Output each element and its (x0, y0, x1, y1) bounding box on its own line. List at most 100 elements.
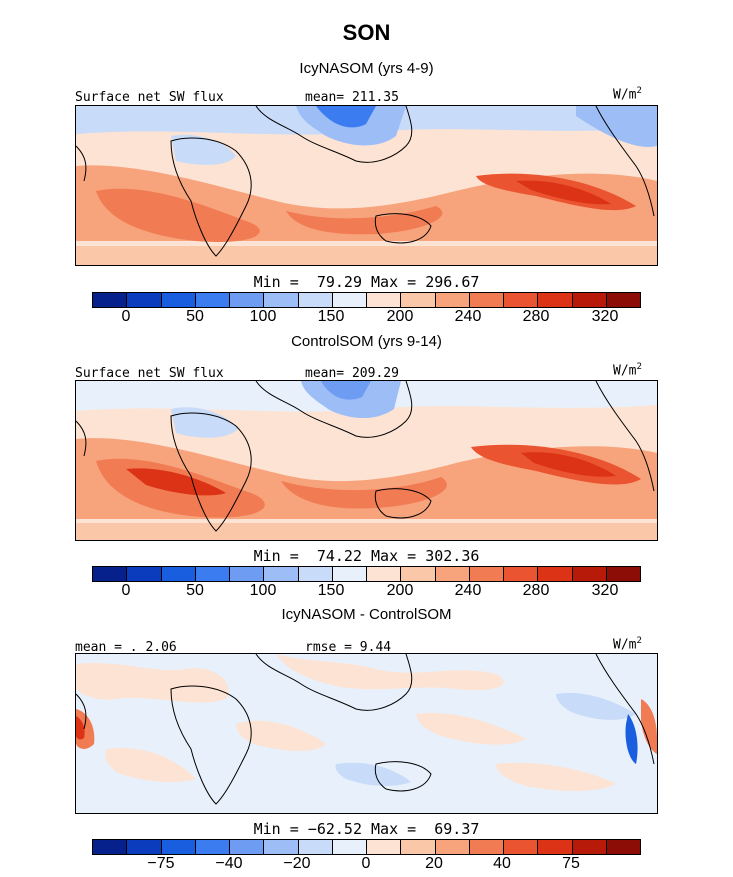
panel-3-min-max: Min = −62.52 Max = 69.37 (253, 820, 480, 838)
colorbar-swatch (572, 840, 607, 854)
panel-3-title: IcyNASOM - ControlSOM (281, 606, 452, 623)
panel-2-pacific-peak (521, 452, 616, 477)
panel-2-coastlines (76, 381, 655, 532)
colorbar-swatch (504, 840, 539, 854)
panel-1-south-edge (76, 246, 657, 265)
colorbar-swatch (161, 293, 196, 307)
colorbar-swatch (264, 840, 299, 854)
colorbar-swatch (538, 840, 573, 854)
colorbar-swatch (504, 567, 539, 581)
colorbar-swatch (572, 293, 607, 307)
panel-1-southern-core (96, 188, 260, 242)
colorbar-swatch (435, 567, 470, 581)
panel-1-indian-core (286, 206, 443, 235)
panel-3-tick: −20 (283, 855, 311, 872)
panel-3-tick: 20 (425, 855, 443, 872)
panel-3-pos-patch (416, 713, 526, 745)
panel-1-tick: 280 (522, 308, 550, 325)
panel-3-rmse-label: rmse = 9.44 (305, 640, 392, 655)
panel-1-tick: 320 (591, 308, 619, 325)
panel-2-tick: 240 (454, 582, 482, 599)
colorbar-swatch (230, 840, 265, 854)
panel-1-tick: 150 (317, 308, 345, 325)
colorbar-swatch (332, 840, 367, 854)
panel-3-colorbar (92, 839, 641, 855)
colorbar-swatch (93, 293, 128, 307)
colorbar-swatch (195, 840, 230, 854)
colorbar-swatch (606, 293, 640, 307)
panel-2-mean-label: mean= 209.29 (305, 366, 399, 381)
panel-3-neg-patch (556, 692, 636, 720)
panel-3-tick: 75 (562, 855, 580, 872)
colorbar-swatch (538, 293, 573, 307)
colorbar-swatch (401, 567, 436, 581)
panel-3-east-hotspot (641, 699, 657, 754)
panel-2-southern-peak (126, 468, 226, 496)
panel-1-asia-core (316, 106, 376, 128)
colorbar-swatch (264, 567, 299, 581)
panel-3-mean-label: mean = . 2.06 (75, 640, 177, 655)
panel-3-tick: 40 (493, 855, 511, 872)
colorbar-swatch (469, 840, 504, 854)
panel-1-tick: 0 (121, 308, 131, 325)
colorbar-swatch (298, 840, 333, 854)
colorbar-swatch (572, 567, 607, 581)
colorbar-swatch (195, 567, 230, 581)
panel-3-units: W/m2 (613, 636, 642, 653)
colorbar-swatch (127, 567, 162, 581)
colorbar-swatch (367, 293, 402, 307)
panel-2-tick: 280 (522, 582, 550, 599)
colorbar-swatch (606, 567, 640, 581)
panel-2-south-edge (76, 523, 657, 540)
panel-2-map (75, 380, 658, 541)
panel-1-tick: 200 (386, 308, 414, 325)
panel-2-tick: 150 (317, 582, 345, 599)
panel-1-pacific-peak (516, 180, 611, 205)
colorbar-swatch (332, 567, 367, 581)
panel-3-tick: −40 (215, 855, 243, 872)
panel-2-africa-low (171, 407, 238, 438)
colorbar-swatch (230, 293, 265, 307)
panel-2-min-max: Min = 74.22 Max = 302.36 (253, 547, 480, 565)
colorbar-swatch (127, 293, 162, 307)
colorbar-swatch (332, 293, 367, 307)
panel-2-tick: 200 (386, 582, 414, 599)
colorbar-swatch (93, 567, 128, 581)
panel-2-field-label: Surface net SW flux (75, 366, 224, 381)
panel-2-colorbar (92, 566, 641, 582)
colorbar-swatch (367, 840, 402, 854)
colorbar-swatch (435, 840, 470, 854)
colorbar-swatch (230, 567, 265, 581)
panel-2-tick: 50 (186, 582, 204, 599)
colorbar-swatch (435, 293, 470, 307)
panel-1-min-max: Min = 79.29 Max = 296.67 (253, 273, 480, 291)
panel-2-indian-core (281, 477, 447, 509)
colorbar-swatch (127, 840, 162, 854)
panel-1-africa-low (171, 134, 236, 165)
panel-3-tick: −75 (147, 855, 175, 872)
panel-1-mean-label: mean= 211.35 (305, 90, 399, 105)
panel-3-pos-patch (496, 762, 616, 791)
figure-title: SON (342, 20, 391, 45)
panel-1-units: W/m2 (613, 86, 642, 103)
panel-2-title: ControlSOM (yrs 9-14) (291, 333, 442, 350)
panel-2-tick: 320 (591, 582, 619, 599)
panel-1-coastlines (76, 106, 655, 257)
colorbar-swatch (93, 840, 128, 854)
panel-3-map (75, 653, 658, 814)
colorbar-swatch (504, 293, 539, 307)
colorbar-swatch (298, 293, 333, 307)
panel-3-coastlines (76, 654, 655, 805)
colorbar-swatch (469, 567, 504, 581)
panel-1-tick: 50 (186, 308, 204, 325)
panel-2-tick: 0 (121, 582, 131, 599)
panel-1-pacific-low (576, 106, 657, 147)
colorbar-swatch (401, 840, 436, 854)
panel-3-pos-patch (236, 720, 326, 751)
panel-3-pos-patch (76, 662, 229, 703)
panel-3-south-edge (76, 800, 657, 813)
colorbar-swatch (367, 567, 402, 581)
colorbar-swatch (401, 293, 436, 307)
panel-3-neg-patch (335, 762, 411, 786)
panel-3-pos-patch (276, 654, 504, 691)
